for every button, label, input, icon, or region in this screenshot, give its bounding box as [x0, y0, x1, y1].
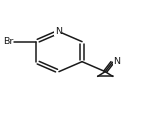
Text: N: N: [113, 57, 120, 66]
Text: N: N: [55, 27, 62, 36]
Text: Br: Br: [3, 37, 14, 46]
